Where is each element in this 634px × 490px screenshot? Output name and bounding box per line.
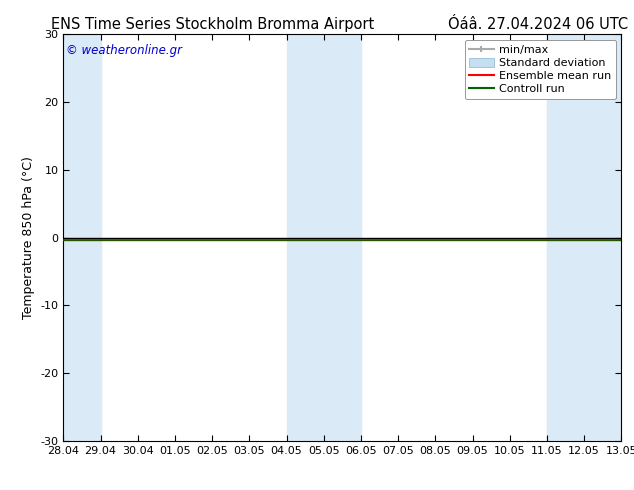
Bar: [547, 34, 621, 441]
Y-axis label: Temperature 850 hPa (°C): Temperature 850 hPa (°C): [22, 156, 35, 319]
Legend: min/max, Standard deviation, Ensemble mean run, Controll run: min/max, Standard deviation, Ensemble me…: [465, 40, 616, 99]
Text: © weatheronline.gr: © weatheronline.gr: [66, 45, 182, 57]
Text: ENS Time Series Stockholm Bromma Airport: ENS Time Series Stockholm Bromma Airport: [51, 17, 374, 32]
Bar: [287, 34, 361, 441]
Bar: [63, 34, 101, 441]
Text: Óáâ. 27.04.2024 06 UTC: Óáâ. 27.04.2024 06 UTC: [448, 17, 628, 32]
